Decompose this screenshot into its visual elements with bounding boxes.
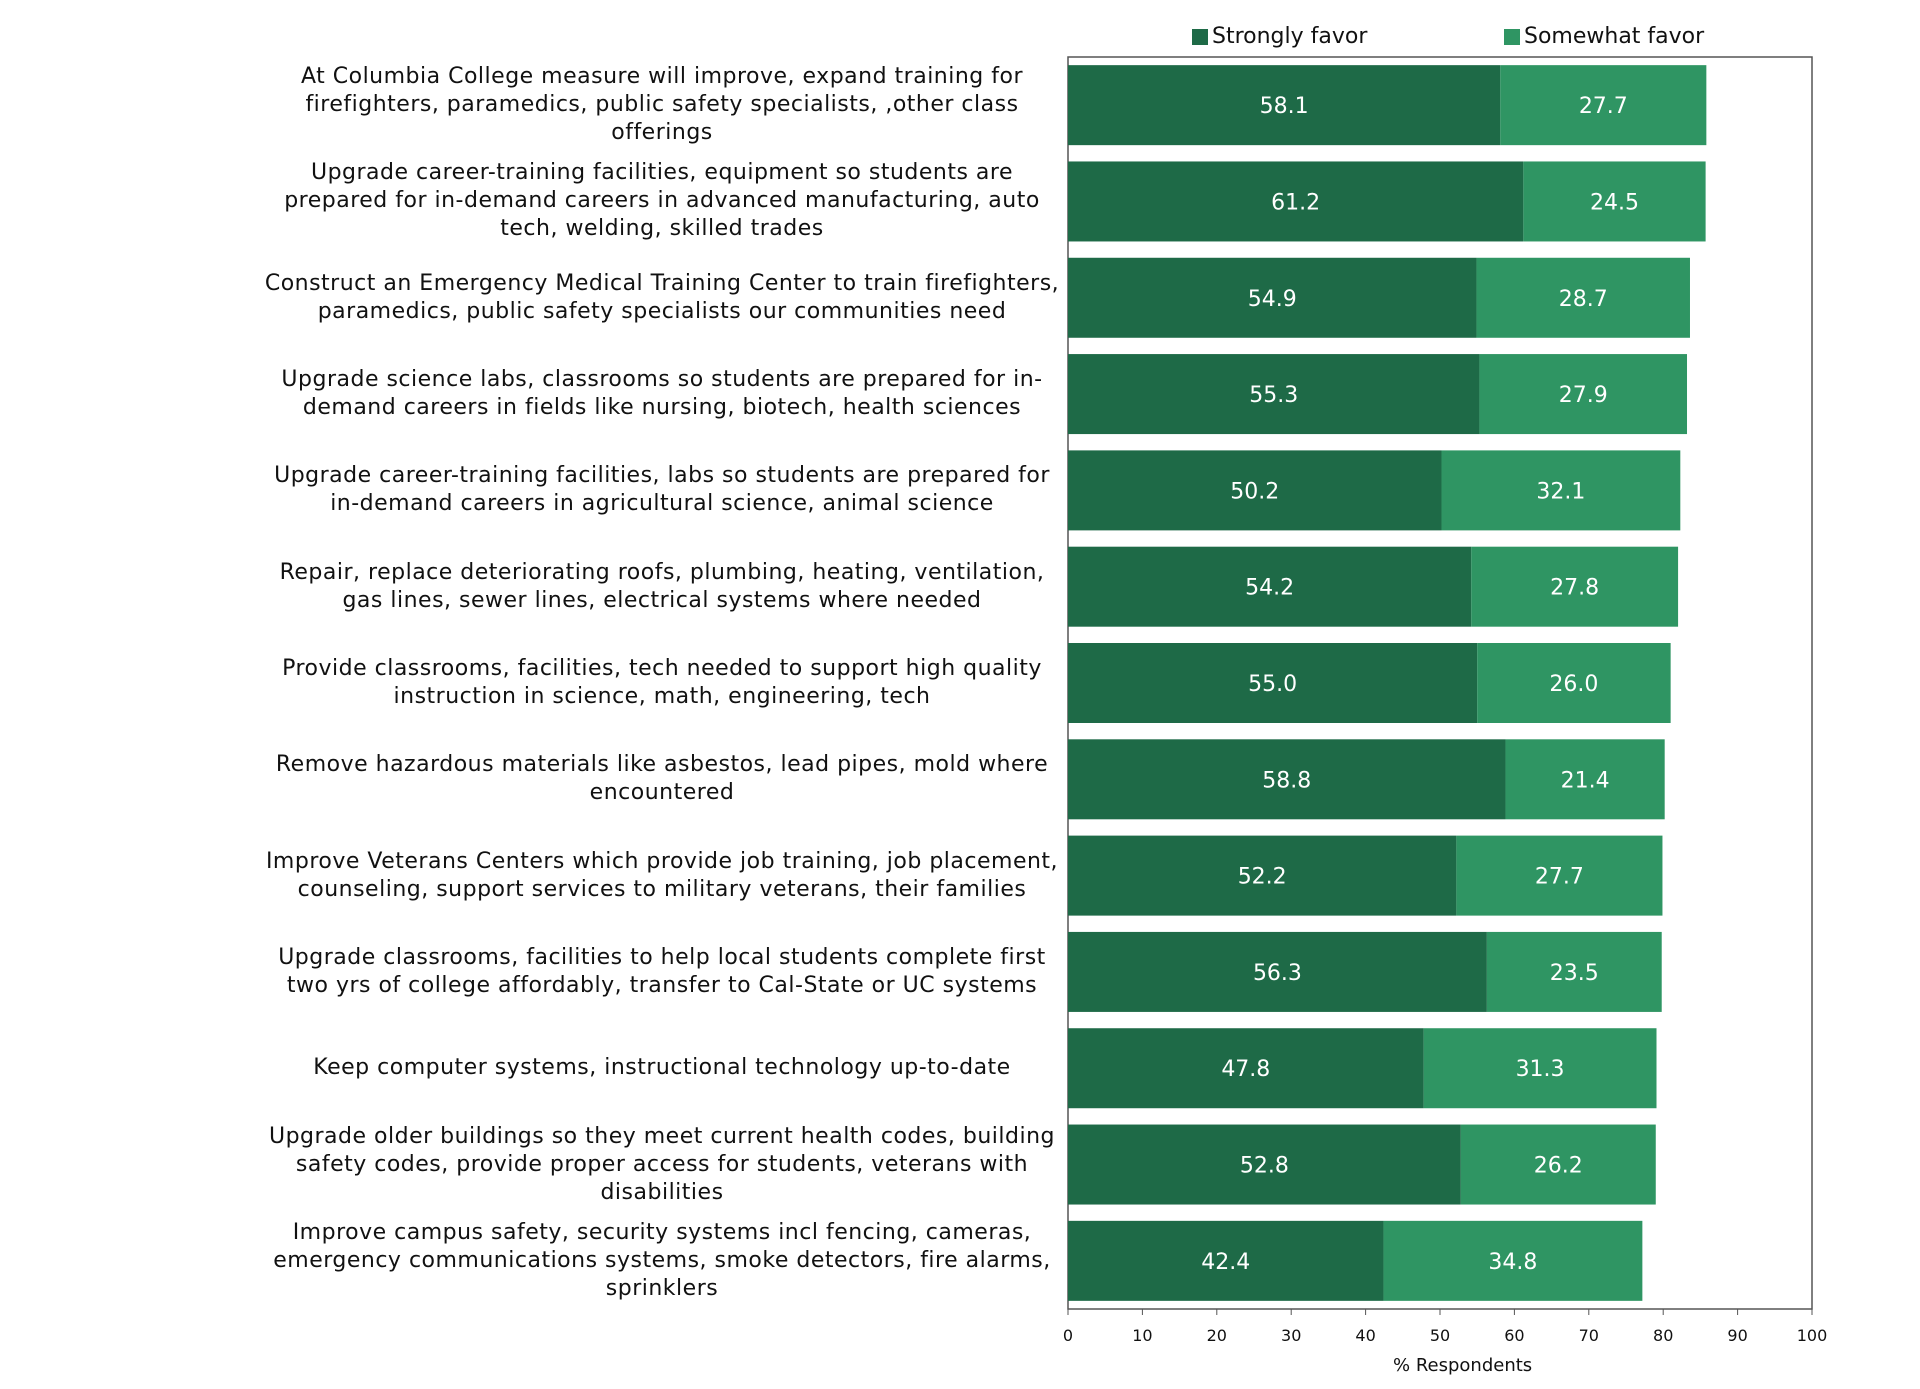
legend-label-somewhat-favor: Somewhat favor: [1524, 24, 1705, 49]
legend-swatch-strongly-favor: [1192, 28, 1208, 45]
legend-swatch-somewhat-favor: [1504, 28, 1520, 45]
data-label: 54.2: [1245, 576, 1294, 601]
x-tick-label: 60: [1504, 1326, 1524, 1345]
category-label: Upgrade classrooms, facilities to help l…: [278, 944, 1046, 998]
category-label: Remove hazardous materials like asbestos…: [275, 752, 1049, 806]
bar-strongly-favor: [1068, 1124, 1461, 1205]
bar-somewhat-favor: [1500, 65, 1707, 146]
data-label: 61.2: [1271, 190, 1320, 215]
x-tick-label: 100: [1797, 1326, 1828, 1345]
bar-strongly-favor: [1068, 931, 1487, 1012]
data-label: 31.3: [1516, 1057, 1565, 1082]
x-tick-label: 10: [1132, 1326, 1152, 1345]
bar-strongly-favor: [1068, 1028, 1424, 1109]
bar-strongly-favor: [1068, 835, 1457, 916]
bar-strongly-favor: [1068, 1220, 1384, 1301]
x-tick-label: 50: [1430, 1326, 1450, 1345]
data-label: 42.4: [1201, 1250, 1250, 1275]
data-label: 34.8: [1488, 1250, 1537, 1275]
bar-somewhat-favor: [1383, 1220, 1643, 1301]
legend-somewhat-favor: Somewhat favor: [1504, 24, 1704, 49]
category-label: Provide classrooms, facilities, tech nee…: [282, 655, 1042, 709]
data-label: 27.9: [1559, 383, 1608, 408]
category-label: Upgrade career-training facilities, labs…: [274, 463, 1050, 517]
data-label: 50.2: [1230, 479, 1279, 504]
data-label: 55.3: [1249, 383, 1298, 408]
bar-somewhat-favor: [1460, 1124, 1656, 1205]
category-label: At Columbia College measure will improve…: [300, 64, 1024, 146]
data-label: 23.5: [1550, 961, 1599, 986]
data-label: 26.2: [1534, 1154, 1583, 1179]
data-label: 55.0: [1248, 672, 1297, 697]
legend-label-strongly-favor: Strongly favor: [1212, 24, 1368, 49]
data-label: 27.7: [1579, 94, 1628, 119]
bar-somewhat-favor: [1441, 450, 1681, 531]
x-tick-label: 20: [1207, 1326, 1227, 1345]
x-tick-label: 70: [1579, 1326, 1599, 1345]
x-tick-label: 40: [1355, 1326, 1375, 1345]
data-label: 52.2: [1238, 865, 1287, 890]
bar-strongly-favor: [1068, 257, 1477, 338]
data-label: 21.4: [1561, 768, 1610, 793]
bar-somewhat-favor: [1486, 931, 1662, 1012]
bar-strongly-favor: [1068, 161, 1524, 242]
category-label: Improve Veterans Centers which provide j…: [265, 848, 1059, 902]
data-label: 56.3: [1253, 961, 1302, 986]
bar-strongly-favor: [1068, 643, 1478, 723]
x-tick-label: 80: [1653, 1326, 1673, 1345]
bar-somewhat-favor: [1479, 354, 1688, 435]
bar-somewhat-favor: [1423, 1028, 1657, 1109]
x-tick-label: 0: [1063, 1326, 1073, 1345]
data-label: 32.1: [1536, 479, 1585, 504]
category-label: Upgrade career-training facilities, equi…: [284, 160, 1040, 242]
bar-somewhat-favor: [1471, 546, 1679, 627]
data-label: 27.8: [1550, 576, 1599, 601]
data-label: 54.9: [1248, 287, 1297, 312]
category-label: Upgrade older buildings so they meet cur…: [268, 1123, 1055, 1205]
data-label: 28.7: [1559, 287, 1608, 312]
x-axis-label: % Respondents: [1393, 1355, 1533, 1376]
x-tick-label: 90: [1727, 1326, 1747, 1345]
data-label: 27.7: [1535, 865, 1584, 890]
data-label: 58.1: [1260, 94, 1309, 119]
data-label: 58.8: [1262, 768, 1311, 793]
bar-strongly-favor: [1068, 546, 1472, 627]
category-label: Construct an Emergency Medical Training …: [264, 270, 1060, 324]
bar-strongly-favor: [1068, 450, 1442, 531]
data-label: 47.8: [1221, 1057, 1270, 1082]
data-label: 52.8: [1240, 1154, 1289, 1179]
bar-strongly-favor: [1068, 65, 1501, 146]
x-tick-label: 30: [1281, 1326, 1301, 1345]
bar-somewhat-favor: [1456, 835, 1663, 916]
category-label: Keep computer systems, instructional tec…: [313, 1055, 1011, 1081]
bar-somewhat-favor: [1505, 739, 1665, 820]
bar-somewhat-favor: [1477, 643, 1671, 723]
category-label: Improve campus safety, security systems …: [273, 1219, 1051, 1301]
data-label: 24.5: [1590, 190, 1639, 215]
legend-strongly-favor: Strongly favor: [1192, 24, 1367, 49]
bar-somewhat-favor: [1523, 161, 1706, 242]
category-label: Repair, replace deteriorating roofs, plu…: [279, 559, 1045, 613]
data-label: 26.0: [1549, 672, 1598, 697]
bar-somewhat-favor: [1476, 257, 1690, 338]
bar-strongly-favor: [1068, 739, 1506, 820]
bar-strongly-favor: [1068, 354, 1480, 435]
category-label: Upgrade science labs, classrooms so stud…: [281, 367, 1043, 421]
